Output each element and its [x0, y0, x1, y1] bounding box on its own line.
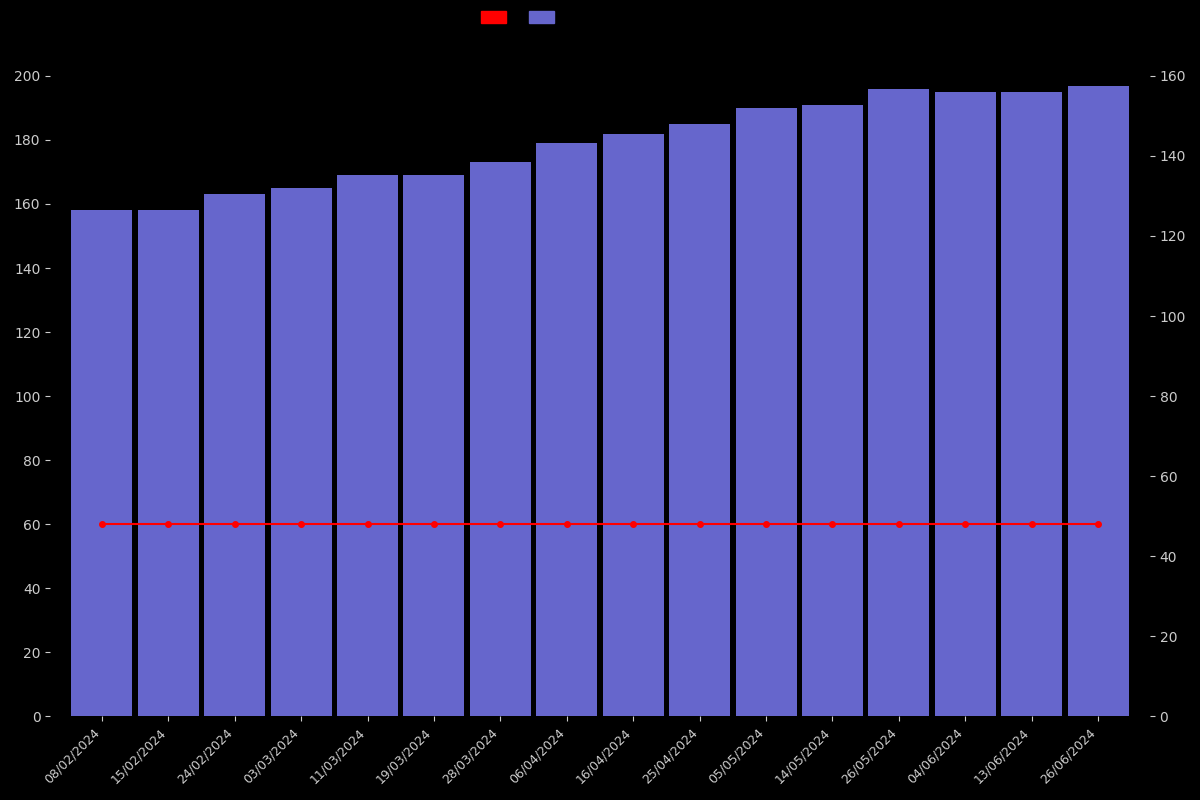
Legend: , : ,	[481, 10, 565, 25]
Bar	[270, 188, 331, 716]
Bar	[1001, 92, 1062, 716]
Bar	[602, 134, 664, 716]
Bar	[71, 210, 132, 716]
Bar	[470, 162, 530, 716]
Bar	[670, 124, 730, 716]
Bar	[403, 175, 464, 716]
Bar	[204, 194, 265, 716]
Bar	[337, 175, 398, 716]
Bar	[935, 92, 996, 716]
Bar	[536, 143, 598, 716]
Bar	[138, 210, 199, 716]
Bar	[802, 105, 863, 716]
Bar	[736, 108, 797, 716]
Bar	[869, 89, 930, 716]
Bar	[1068, 86, 1129, 716]
